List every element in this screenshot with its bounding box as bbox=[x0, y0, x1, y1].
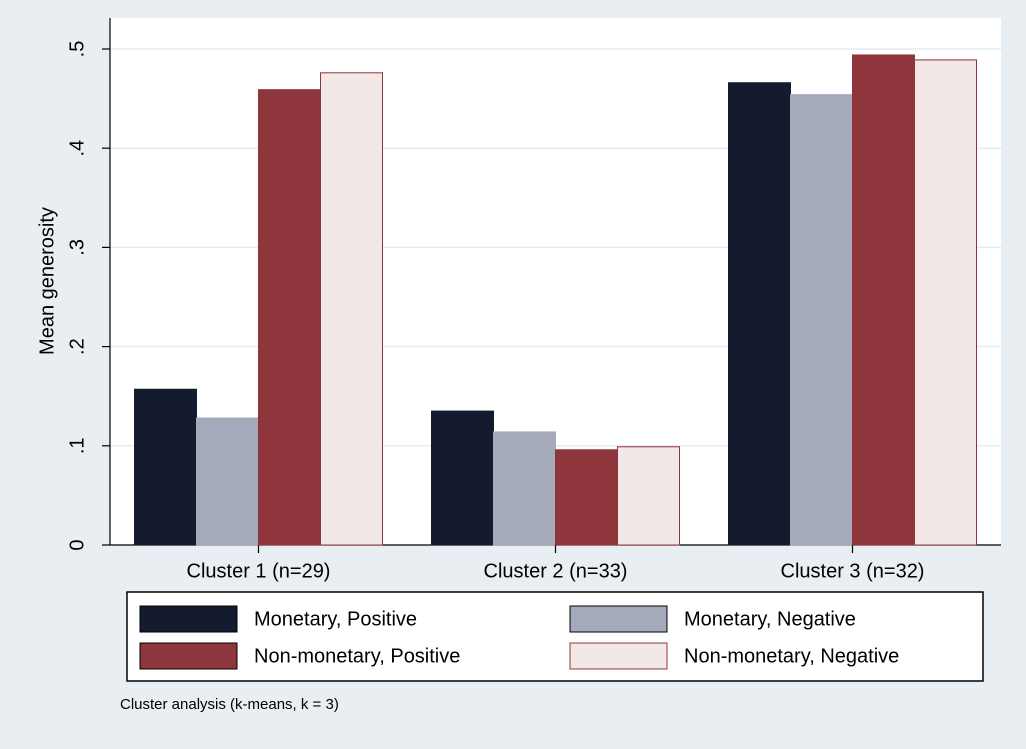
legend-label: Monetary, Positive bbox=[254, 608, 417, 630]
bar bbox=[728, 82, 791, 546]
bar bbox=[431, 410, 494, 546]
bar bbox=[493, 431, 556, 546]
x-tick-label: Cluster 3 (n=32) bbox=[781, 560, 925, 582]
bar bbox=[258, 89, 321, 546]
x-tick-label: Cluster 1 (n=29) bbox=[187, 560, 331, 582]
bar bbox=[555, 449, 618, 546]
y-tick-label: 0 bbox=[66, 539, 88, 550]
y-tick-label: .2 bbox=[66, 338, 88, 355]
bar bbox=[320, 72, 383, 546]
bar bbox=[852, 54, 915, 546]
legend-label: Non-monetary, Positive bbox=[254, 645, 460, 667]
bar bbox=[617, 446, 680, 546]
legend-label: Non-monetary, Negative bbox=[684, 645, 899, 667]
legend-label: Monetary, Negative bbox=[684, 608, 856, 630]
bar bbox=[790, 94, 853, 546]
legend-swatch bbox=[569, 605, 668, 633]
legend-swatch bbox=[139, 605, 238, 633]
note: Cluster analysis (k-means, k = 3) bbox=[120, 696, 339, 713]
y-tick-label: .1 bbox=[66, 437, 88, 454]
bar bbox=[914, 59, 977, 546]
y-axis-label: Mean generosity bbox=[36, 207, 58, 355]
y-tick-label: .4 bbox=[66, 140, 88, 157]
bar bbox=[134, 388, 197, 546]
y-tick-label: .5 bbox=[66, 41, 88, 58]
bar bbox=[196, 417, 259, 546]
legend bbox=[126, 591, 984, 682]
x-tick-label: Cluster 2 (n=33) bbox=[484, 560, 628, 582]
legend-swatch bbox=[569, 642, 668, 670]
legend-swatch bbox=[139, 642, 238, 670]
y-tick-label: .3 bbox=[66, 239, 88, 256]
